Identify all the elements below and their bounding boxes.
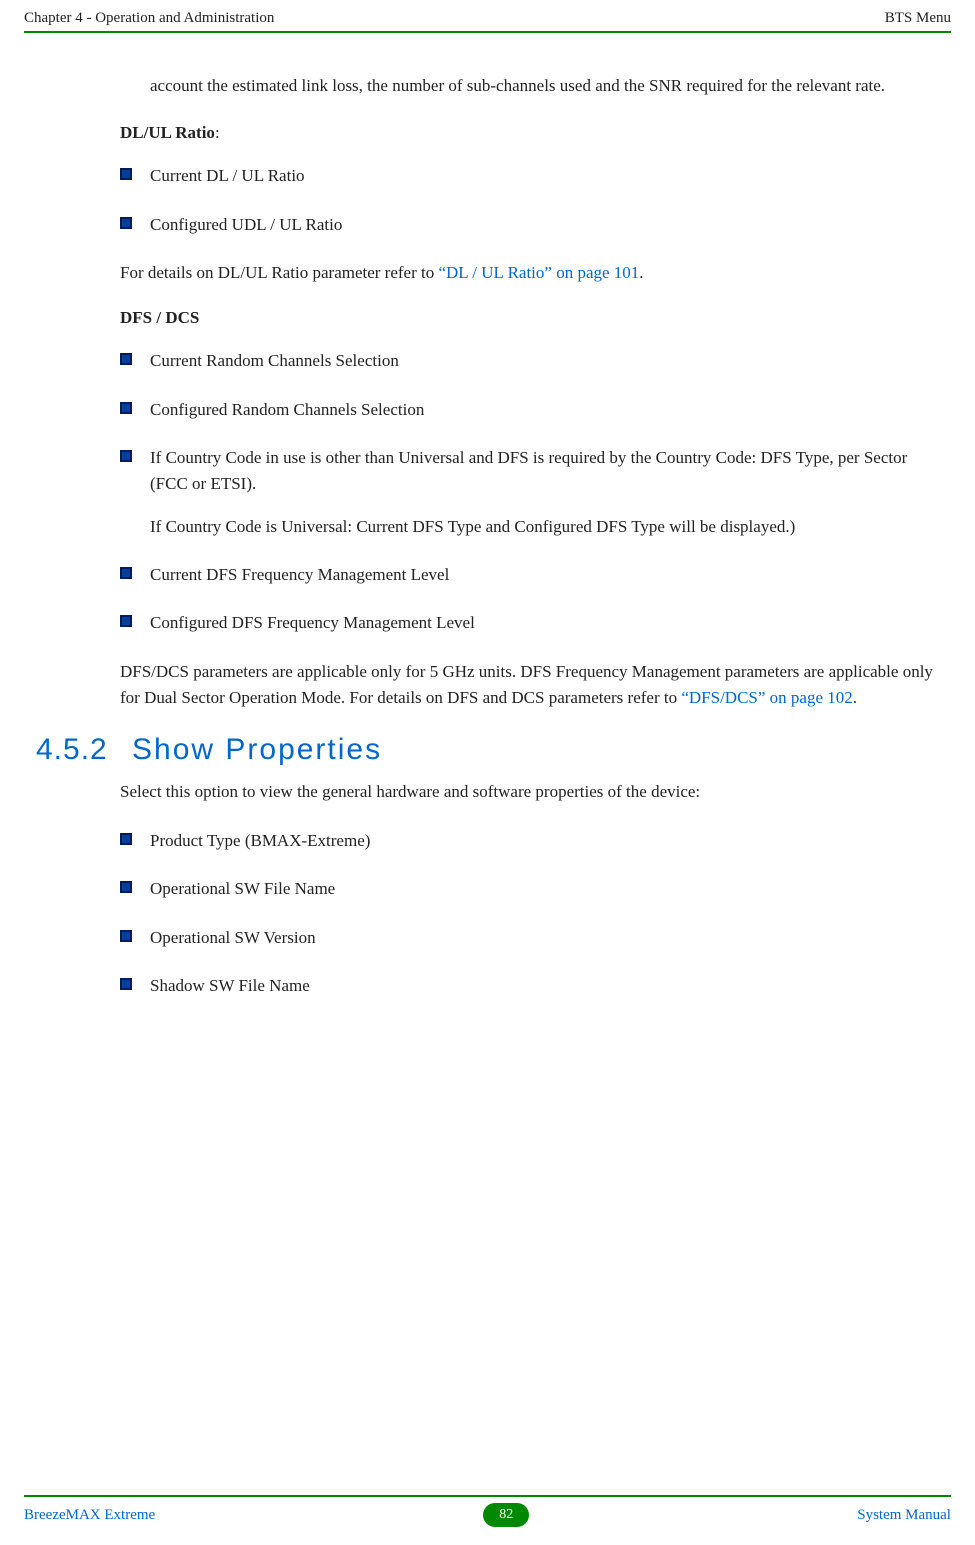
square-bullet-icon xyxy=(120,978,132,990)
list-item: Current Random Channels Selection xyxy=(120,348,939,374)
square-bullet-icon xyxy=(120,217,132,229)
dfs-list-a: Current Random Channels Selection Config… xyxy=(120,348,939,636)
footer-doc-title: System Manual xyxy=(857,1507,951,1524)
list-item: Current DL / UL Ratio xyxy=(120,163,939,189)
list-item: Product Type (BMAX-Extreme) xyxy=(120,828,939,854)
sub-paragraph: If Country Code is Universal: Current DF… xyxy=(150,514,939,540)
section-intro: Select this option to view the general h… xyxy=(120,779,939,805)
square-bullet-icon xyxy=(120,881,132,893)
list-item: Operational SW File Name xyxy=(120,876,939,902)
square-bullet-icon xyxy=(120,402,132,414)
list-item: Configured DFS Frequency Management Leve… xyxy=(120,610,939,636)
dlul-detail-para: For details on DL/UL Ratio parameter ref… xyxy=(120,260,939,286)
dlul-list: Current DL / UL Ratio Configured UDL / U… xyxy=(120,163,939,238)
square-bullet-icon xyxy=(120,833,132,845)
section-heading: 4.5.2 Show Properties xyxy=(36,733,939,767)
footer: BreezeMAX Extreme 82 System Manual xyxy=(0,1495,975,1527)
page-content: account the estimated link loss, the num… xyxy=(0,33,975,999)
section-list: Product Type (BMAX-Extreme) Operational … xyxy=(120,828,939,999)
section-title: Show Properties xyxy=(132,733,382,767)
list-item: Configured UDL / UL Ratio xyxy=(120,212,939,238)
continuation-text: account the estimated link loss, the num… xyxy=(150,73,939,99)
footer-rule xyxy=(24,1495,951,1497)
list-item: Operational SW Version xyxy=(120,925,939,951)
square-bullet-icon xyxy=(120,168,132,180)
footer-product: BreezeMAX Extreme xyxy=(24,1507,155,1524)
dfs-detail-para: DFS/DCS parameters are applicable only f… xyxy=(120,659,939,712)
square-bullet-icon xyxy=(120,353,132,365)
dlul-heading: DL/UL Ratio: xyxy=(120,123,939,143)
square-bullet-icon xyxy=(120,567,132,579)
square-bullet-icon xyxy=(120,615,132,627)
list-item: Configured Random Channels Selection xyxy=(120,397,939,423)
list-item: If Country Code in use is other than Uni… xyxy=(120,445,939,540)
square-bullet-icon xyxy=(120,930,132,942)
header-menu: BTS Menu xyxy=(885,10,951,27)
header-chapter: Chapter 4 - Operation and Administration xyxy=(24,10,274,27)
section-number: 4.5.2 xyxy=(36,733,132,767)
dfs-heading: DFS / DCS xyxy=(120,308,939,328)
xref-link[interactable]: “DFS/DCS” on page 102 xyxy=(681,688,852,707)
list-item: Shadow SW File Name xyxy=(120,973,939,999)
page-number-badge: 82 xyxy=(483,1503,529,1527)
list-item: Current DFS Frequency Management Level xyxy=(120,562,939,588)
square-bullet-icon xyxy=(120,450,132,462)
xref-link[interactable]: “DL / UL Ratio” on page 101 xyxy=(438,263,639,282)
